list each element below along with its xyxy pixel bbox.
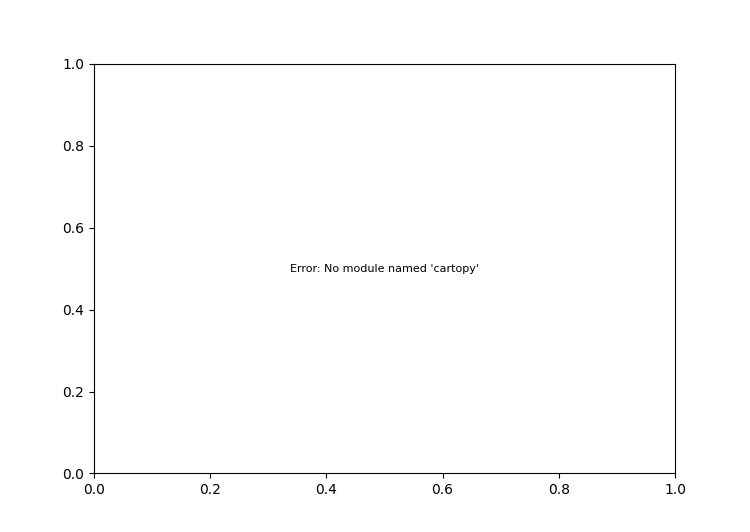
Text: Error: No module named 'cartopy': Error: No module named 'cartopy' [290,264,478,273]
